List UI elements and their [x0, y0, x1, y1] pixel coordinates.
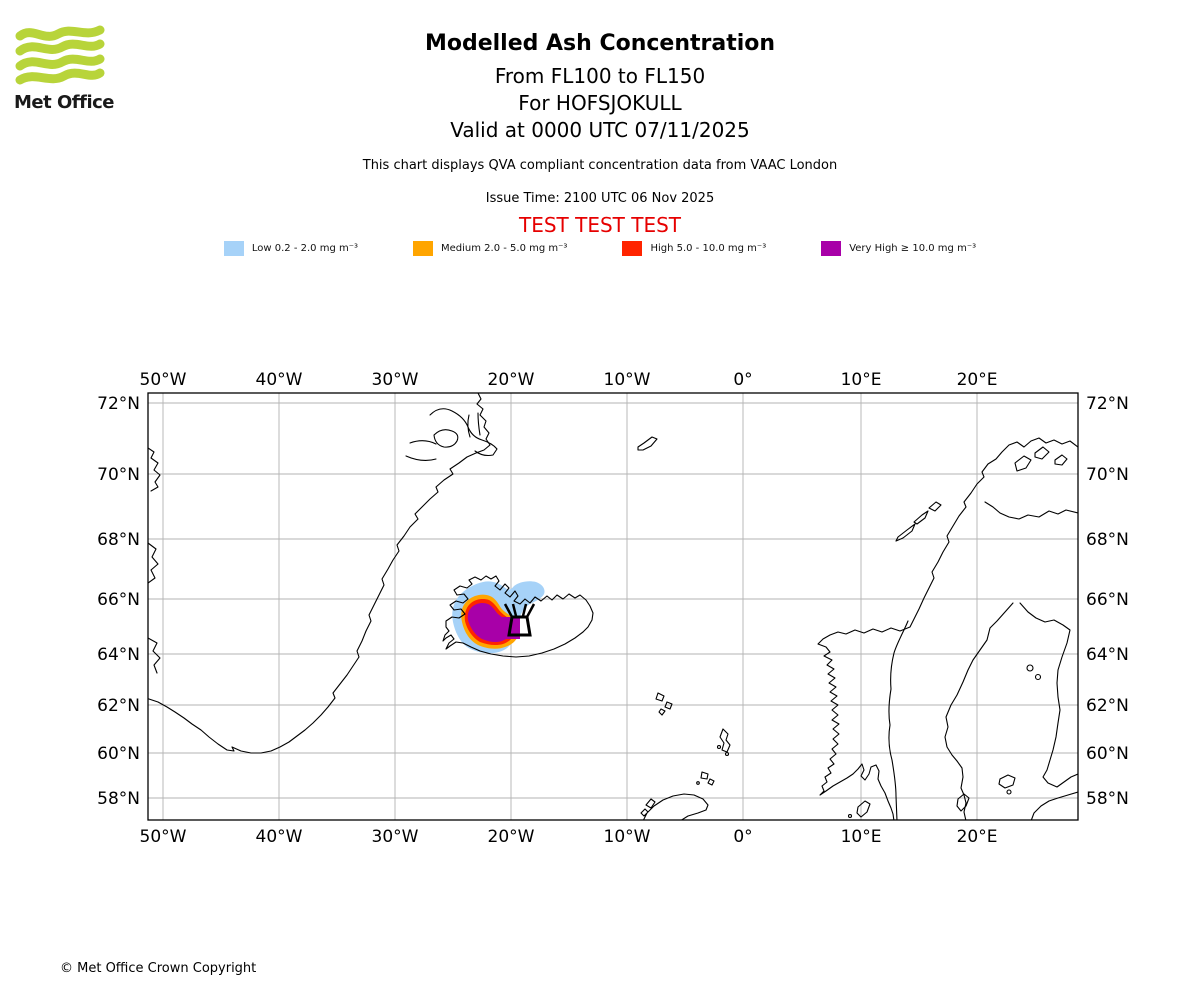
legend-label-low: Low 0.2 - 2.0 mg m⁻³ — [251, 243, 359, 254]
lon-tick: 10°E — [841, 827, 882, 847]
lon-tick: 20°E — [957, 827, 998, 847]
lon-axis-top: 50°W 40°W 30°W 20°W 10°W 0° 10°E 20°E — [140, 370, 998, 390]
coastline-greenland-west-edge — [148, 447, 161, 674]
lat-tick: 60°N — [97, 744, 140, 764]
lon-axis-bottom: 50°W 40°W 30°W 20°W 10°W 0° 10°E 20°E — [140, 827, 998, 847]
lat-tick: 66°N — [1086, 590, 1129, 610]
lat-tick: 60°N — [1086, 744, 1129, 764]
coastline-shetland — [719, 728, 731, 753]
issue-time: Issue Time: 2100 UTC 06 Nov 2025 — [485, 191, 715, 206]
lat-tick: 68°N — [97, 530, 140, 550]
shetland-islet — [724, 751, 730, 757]
coastline-faroe-islands — [655, 692, 673, 716]
legend-label-medium: Medium 2.0 - 5.0 mg m⁻³ — [441, 243, 568, 254]
qva-compliance-note: This chart displays QVA compliant concen… — [362, 158, 838, 173]
legend-item-high: High 5.0 - 10.0 mg m⁻³ — [622, 241, 766, 256]
coastline-greenland — [148, 393, 491, 754]
lat-axis-right: 72°N 70°N 68°N 66°N 64°N 62°N 60°N 58°N — [1086, 394, 1129, 809]
subtitle-flight-levels: From FL100 to FL150 — [494, 64, 706, 88]
coastline-sweden-baltic — [944, 602, 1014, 820]
copyright-notice: © Met Office Crown Copyright — [60, 961, 257, 976]
lat-tick: 72°N — [97, 394, 140, 414]
legend-item-low: Low 0.2 - 2.0 mg m⁻³ — [223, 241, 359, 256]
lon-tick: 30°W — [372, 370, 419, 390]
lat-tick: 62°N — [97, 696, 140, 716]
map-panel: 50°W 40°W 30°W 20°W 10°W 0° 10°E 20°E 50… — [0, 355, 1200, 855]
lon-tick: 50°W — [140, 827, 187, 847]
coastline-scandinavia-inner — [888, 620, 909, 820]
lat-tick: 58°N — [1086, 789, 1129, 809]
lon-tick: 20°W — [488, 370, 535, 390]
lon-tick: 0° — [733, 827, 752, 847]
subtitle-valid-time: Valid at 0000 UTC 07/11/2025 — [450, 118, 750, 142]
met-office-logo-text: Met Office — [14, 92, 115, 113]
coastline-orkney — [700, 771, 715, 786]
page-title: Modelled Ash Concentration — [424, 31, 776, 56]
coastline-tromso-islands — [1014, 446, 1068, 472]
lon-tick: 40°W — [256, 827, 303, 847]
lon-tick: 50°W — [140, 370, 187, 390]
legend-swatch-low-icon — [223, 241, 244, 256]
legend-label-very-high: Very High ≥ 10.0 mg m⁻³ — [849, 243, 977, 254]
legend-item-medium: Medium 2.0 - 5.0 mg m⁻³ — [413, 241, 567, 256]
coastline-scotland — [640, 793, 709, 820]
lon-tick: 10°W — [604, 370, 651, 390]
coastline-finland — [1019, 602, 1078, 788]
estonia-island — [1006, 789, 1012, 795]
lat-axis-left: 72°N 70°N 68°N 66°N 64°N 62°N 60°N 58°N — [97, 394, 140, 809]
graticule-grid — [148, 393, 1078, 820]
legend-item-very-high: Very High ≥ 10.0 mg m⁻³ — [821, 241, 976, 256]
coastline-greenland-fjords — [405, 408, 498, 462]
lon-tick: 30°W — [372, 827, 419, 847]
coastline-lofoten-islands — [895, 501, 942, 542]
coastline-jan-mayen — [637, 436, 658, 451]
volcano-eruption-icon — [503, 603, 536, 637]
map-frame — [147, 392, 1079, 821]
met-office-logo: Met Office — [14, 24, 124, 113]
lat-tick: 62°N — [1086, 696, 1129, 716]
lat-tick: 58°N — [97, 789, 140, 809]
finland-lake — [1034, 673, 1042, 681]
orkney-islet — [696, 781, 700, 785]
met-office-waves-icon — [15, 25, 105, 85]
lon-tick: 0° — [733, 370, 752, 390]
lat-tick: 72°N — [1086, 394, 1129, 414]
denmark-island — [847, 813, 853, 819]
coastline-estonia — [998, 774, 1078, 820]
coastline-denmark-tip — [856, 800, 871, 818]
lat-tick: 64°N — [1086, 645, 1129, 665]
lat-tick: 70°N — [97, 465, 140, 485]
lat-tick: 66°N — [97, 590, 140, 610]
coastline-norway — [817, 437, 1078, 820]
lat-tick: 68°N — [1086, 530, 1129, 550]
lon-tick: 40°W — [256, 370, 303, 390]
coastline-finnmark-inner — [984, 501, 1078, 520]
title-block: Modelled Ash Concentration From FL100 to… — [0, 31, 1200, 144]
map-canvas: 50°W 40°W 30°W 20°W 10°W 0° 10°E 20°E 50… — [97, 370, 1129, 847]
subtitle-volcano: For HOFSJOKULL — [518, 91, 682, 115]
coastline-iceland — [442, 575, 594, 658]
legend-label-high: High 5.0 - 10.0 mg m⁻³ — [650, 243, 767, 254]
legend-swatch-high-icon — [622, 241, 643, 256]
concentration-legend: Low 0.2 - 2.0 mg m⁻³ Medium 2.0 - 5.0 mg… — [0, 241, 1200, 256]
lon-tick: 20°W — [488, 827, 535, 847]
legend-swatch-medium-icon — [413, 241, 434, 256]
lon-tick: 10°E — [841, 370, 882, 390]
lat-tick: 70°N — [1086, 465, 1129, 485]
lon-tick: 20°E — [957, 370, 998, 390]
coastline-gotland — [956, 793, 970, 812]
test-banner: TEST TEST TEST — [518, 213, 681, 237]
finland-lake — [1026, 664, 1034, 672]
lat-tick: 64°N — [97, 645, 140, 665]
legend-swatch-very-high-icon — [821, 241, 842, 256]
shetland-islet — [716, 744, 722, 750]
lon-tick: 10°W — [604, 827, 651, 847]
